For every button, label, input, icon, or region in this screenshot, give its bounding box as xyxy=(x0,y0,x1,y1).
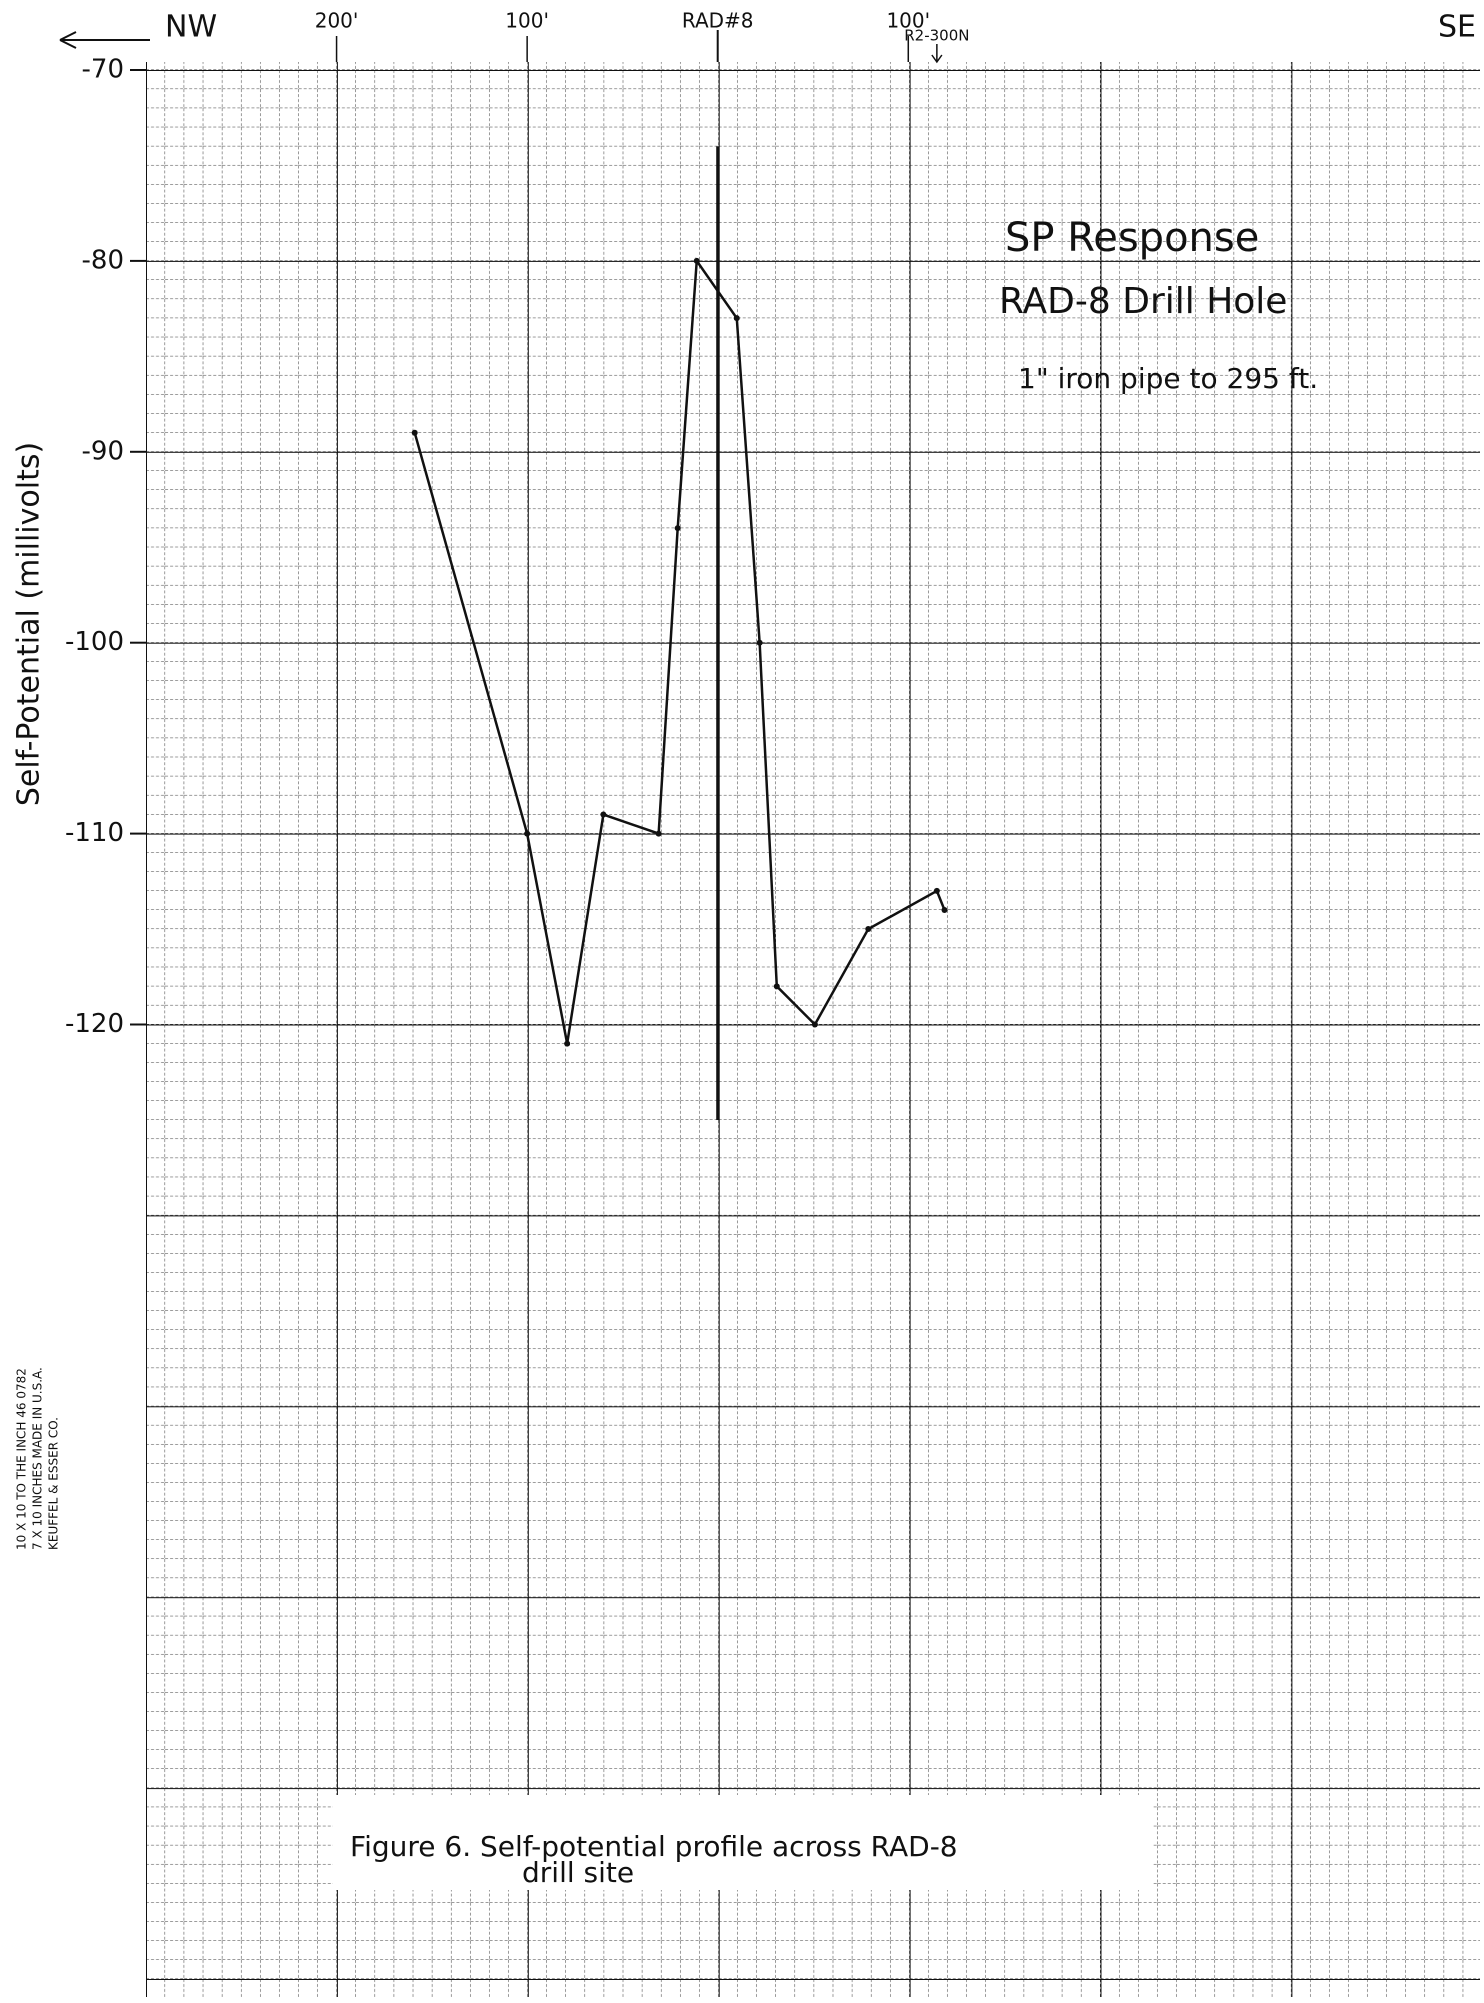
data-point xyxy=(811,1021,818,1028)
chart-subtitle: RAD-8 Drill Hole xyxy=(999,281,1287,322)
caption: Figure 6. Self-potential profile across … xyxy=(350,1830,958,1863)
paper-label-line: 7 X 10 INCHES MADE IN U.S.A. xyxy=(31,1367,45,1550)
direction-arrow xyxy=(59,31,150,49)
x-tick-label: 200' xyxy=(315,9,359,33)
paper-label-line: KEUFFEL & ESSER CO. xyxy=(47,1417,61,1550)
data-point xyxy=(674,525,681,532)
data-point xyxy=(756,639,763,646)
data-point xyxy=(524,830,531,837)
x-tick-label: 100' xyxy=(886,9,930,33)
y-tick-label: -70 xyxy=(82,55,124,85)
y-tick-label: -120 xyxy=(65,1009,124,1039)
x-tick-label: 100' xyxy=(505,9,549,33)
y-tick-label: -80 xyxy=(82,245,124,275)
direction-right: SE xyxy=(1438,10,1476,45)
data-point xyxy=(600,811,607,818)
chart-title: SP Response xyxy=(1005,215,1259,261)
y-tick-label: -110 xyxy=(65,818,124,848)
data-point xyxy=(733,315,740,322)
data-point xyxy=(933,887,940,894)
graph-paper-major xyxy=(146,62,1480,1997)
data-point xyxy=(655,830,662,837)
data-point xyxy=(411,429,418,436)
data-line xyxy=(413,257,946,1044)
data-point xyxy=(941,906,948,913)
x-tick-label: RAD#8 xyxy=(682,9,754,33)
paper-label-line: 10 X 10 TO THE INCH 46 0782 xyxy=(15,1368,29,1550)
data-point xyxy=(693,257,700,264)
data-point xyxy=(865,926,872,933)
caption: drill site xyxy=(522,1856,634,1889)
caption-box xyxy=(333,1795,1152,1890)
y-tick-label: -90 xyxy=(82,436,124,466)
data-point xyxy=(564,1040,571,1047)
data-point xyxy=(773,983,780,990)
station-label: R2-300N xyxy=(904,27,969,45)
y-tick-label: -100 xyxy=(65,627,124,657)
paper-label: 10 X 10 TO THE INCH 46 0782 7 X 10 INCHE… xyxy=(15,1367,61,1550)
y-axis-label: Self-Potential (millivolts) xyxy=(12,442,47,806)
direction-left: NW xyxy=(165,10,217,45)
station-arrow xyxy=(931,44,943,64)
annotation: 1" iron pipe to 295 ft. xyxy=(1018,362,1318,395)
